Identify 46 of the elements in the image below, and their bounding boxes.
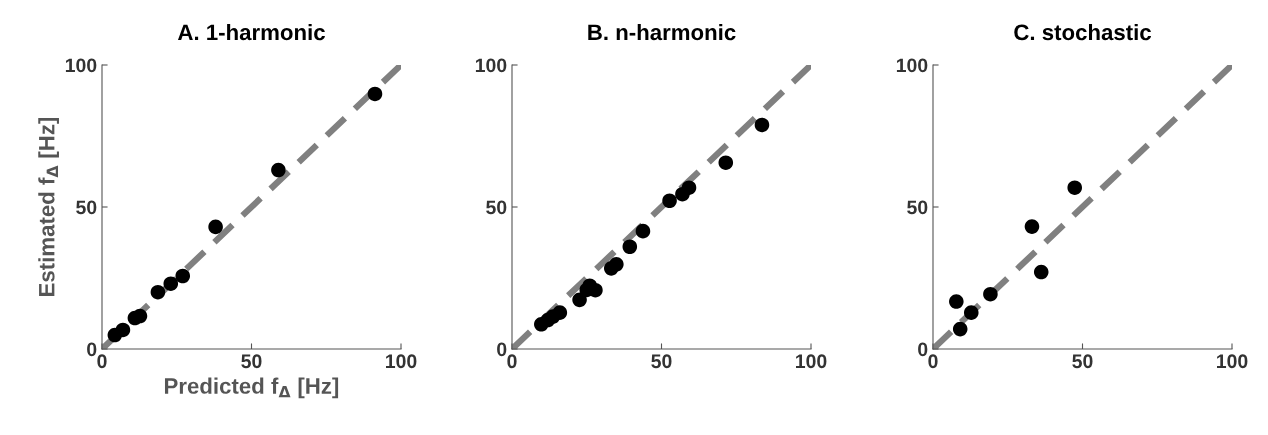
point <box>115 322 131 338</box>
point <box>208 219 223 235</box>
chart-title: B. n-harmonic <box>588 23 736 41</box>
point <box>635 223 651 239</box>
point <box>718 155 734 170</box>
x-tick-label: 0 <box>928 354 938 369</box>
y-tick-label: 100 <box>65 58 97 73</box>
y-tick-label: 0 <box>918 342 928 357</box>
point <box>952 321 968 337</box>
x-tick-label: 0 <box>507 354 517 369</box>
y-tick-label: 50 <box>486 200 507 215</box>
chart-title: A. 1-harmonic <box>177 23 325 41</box>
point <box>983 286 998 302</box>
y-axis-title: Estimated f$_{Δ}$ [Hz] <box>38 117 59 296</box>
chart-title: C. stochastic <box>1014 23 1152 41</box>
point <box>1033 264 1049 280</box>
y-tick-label: 0 <box>87 342 97 357</box>
point <box>949 294 964 309</box>
point <box>367 86 383 102</box>
y-tick-label: 100 <box>475 58 507 73</box>
point <box>1067 180 1083 195</box>
point <box>681 180 697 195</box>
x-tick-label: 50 <box>1072 354 1093 369</box>
y-tick-label: 50 <box>76 200 97 215</box>
point <box>552 305 568 320</box>
point <box>963 305 979 320</box>
x-tick-label: 50 <box>651 354 672 369</box>
x-tick-label: 100 <box>796 354 827 369</box>
x-tick-label: 0 <box>97 354 107 369</box>
point <box>175 268 191 284</box>
y-tick-label: 100 <box>896 58 928 73</box>
point <box>150 284 166 300</box>
point <box>609 257 624 272</box>
point <box>271 162 286 178</box>
y-tick-label: 0 <box>497 342 507 357</box>
point <box>662 193 677 209</box>
point <box>622 239 638 255</box>
point <box>754 117 770 133</box>
point <box>1024 219 1040 234</box>
point <box>163 276 179 291</box>
y-tick-label: 50 <box>907 200 928 215</box>
point <box>572 292 587 308</box>
x-tick-label: 50 <box>241 354 262 369</box>
x-tick-label: 100 <box>1217 354 1248 369</box>
x-axis-title: Predicted f$_{Δ}$ [Hz] <box>164 377 339 399</box>
x-tick-label: 100 <box>386 354 417 369</box>
